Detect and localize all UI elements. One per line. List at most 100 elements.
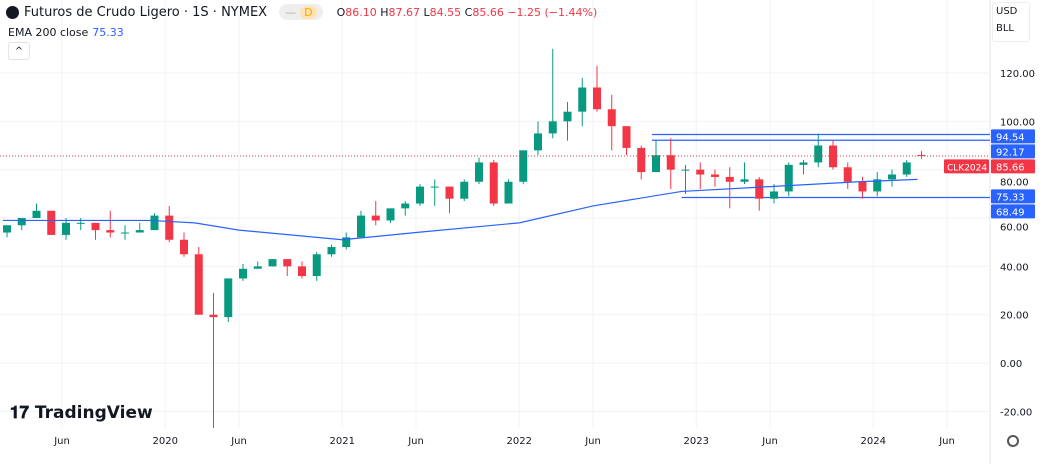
symbol-tag: CLK2024 <box>947 163 987 173</box>
level-label-bg <box>991 129 1035 144</box>
candle-body <box>902 162 911 175</box>
candle-body <box>740 179 749 182</box>
level-label: 94.54 <box>996 132 1025 143</box>
symbol-tag-bg <box>944 159 989 174</box>
candle-body <box>371 215 380 221</box>
x-tick-label: Jun <box>584 436 601 447</box>
level-label-bg <box>991 144 1035 159</box>
candle-body <box>357 215 365 238</box>
level-label: 92.17 <box>996 147 1025 158</box>
x-tick-label: Jun <box>761 436 778 447</box>
candle-body <box>784 164 793 192</box>
candle-body <box>239 268 247 279</box>
candle-body <box>504 181 513 204</box>
candle-body <box>17 218 26 226</box>
x-tick-label: 2020 <box>153 436 178 447</box>
candle-body <box>637 147 646 173</box>
candle-body <box>194 254 203 315</box>
candle-body <box>548 121 557 134</box>
last-price-label: 85.66 <box>996 162 1025 173</box>
candle-body <box>224 278 233 318</box>
level-label-bg <box>991 204 1035 219</box>
y-tick-label: 0.00 <box>1000 359 1022 370</box>
y-tick-label: 100.00 <box>1000 117 1035 128</box>
y-tick-label: 80.00 <box>1000 177 1029 188</box>
candle-body <box>253 266 262 269</box>
tv-logo-icon: 𝟏𝟕 <box>10 403 29 423</box>
x-tick-label: Jun <box>53 436 70 447</box>
tradingview-wordmark: TradingView <box>34 403 153 423</box>
unit-select[interactable]: BLL <box>996 23 1015 34</box>
x-tick-label: Jun <box>407 436 424 447</box>
ema-legend[interactable]: EMA 200 close 75.33 <box>8 26 124 39</box>
candle-body <box>460 181 469 199</box>
candle-body <box>563 111 572 122</box>
candle-body <box>386 208 395 221</box>
axis-unit-controls: USD BLL <box>992 2 1030 42</box>
candle-body <box>681 169 690 171</box>
candle-body <box>32 210 41 219</box>
x-tick-label: 2022 <box>507 436 532 447</box>
candle-body <box>888 174 896 180</box>
candle-body <box>622 126 631 148</box>
x-tick-label: 2023 <box>684 436 709 447</box>
tradingview-logo: 𝟏𝟕 TradingView <box>10 403 153 423</box>
candle-body <box>180 239 188 255</box>
candle-body <box>755 179 764 199</box>
y-tick-label: 60.00 <box>1000 222 1029 233</box>
ohlc-values: O86.10 H87.67 L84.55 C85.66 −1.25 (−1.44… <box>336 5 598 19</box>
candle-body <box>268 259 277 267</box>
interval-badge[interactable]: — D <box>279 4 323 20</box>
ema-axis-label-bg <box>991 189 1035 204</box>
symbol-logo-icon <box>6 5 19 19</box>
ema-name: EMA 200 close <box>8 26 89 39</box>
candle-body <box>401 203 410 209</box>
y-tick-label: 120.00 <box>1000 69 1035 80</box>
candle-body <box>696 169 705 175</box>
y-tick-label: -20.00 <box>1000 407 1032 418</box>
candle-body <box>519 150 528 182</box>
level-label: 68.49 <box>996 207 1025 218</box>
candle-body <box>106 230 115 233</box>
candle-body <box>873 179 882 192</box>
candle-body <box>725 176 734 182</box>
ema-value: 75.33 <box>92 26 124 39</box>
interval-badge-label: D <box>300 5 317 19</box>
candle-body <box>652 155 660 173</box>
candle-body <box>799 162 808 165</box>
settings-gear-icon[interactable] <box>1007 435 1019 447</box>
currency-select[interactable]: USD <box>996 6 1018 17</box>
x-tick-label: Jun <box>938 436 955 447</box>
symbol-title[interactable]: Futuros de Crudo Ligero · 1S · NYMEX <box>24 4 268 20</box>
candle-body <box>62 222 70 235</box>
candle-body <box>416 186 424 204</box>
candle-body <box>327 247 336 255</box>
candle-body <box>578 87 587 112</box>
candle-body <box>121 232 129 234</box>
y-tick-label: 40.00 <box>1000 262 1029 273</box>
candle-body <box>150 215 159 231</box>
collapse-legend-button[interactable]: ^ <box>8 42 30 60</box>
candle-body <box>342 237 351 248</box>
x-tick-label: 2024 <box>861 436 886 447</box>
candle-body <box>445 186 454 199</box>
candle-body <box>711 174 719 177</box>
candle-body <box>814 145 823 163</box>
symbol-header: Futuros de Crudo Ligero · 1S · NYMEX — D … <box>6 4 597 20</box>
candle-body <box>489 162 498 204</box>
y-tick-label: 20.00 <box>1000 311 1029 322</box>
candle-body <box>917 154 926 156</box>
x-tick-label: Jun <box>230 436 247 447</box>
candle-body <box>829 145 837 168</box>
candle-body <box>298 266 306 277</box>
last-price-label-bg <box>991 159 1035 174</box>
candle-body <box>165 215 174 240</box>
candle-body <box>666 155 675 170</box>
candle-body <box>430 186 439 188</box>
candle-body <box>843 167 852 182</box>
candle-body <box>593 87 601 110</box>
candle-body <box>91 222 100 231</box>
candle-body <box>209 314 218 318</box>
candle-body <box>770 191 778 199</box>
